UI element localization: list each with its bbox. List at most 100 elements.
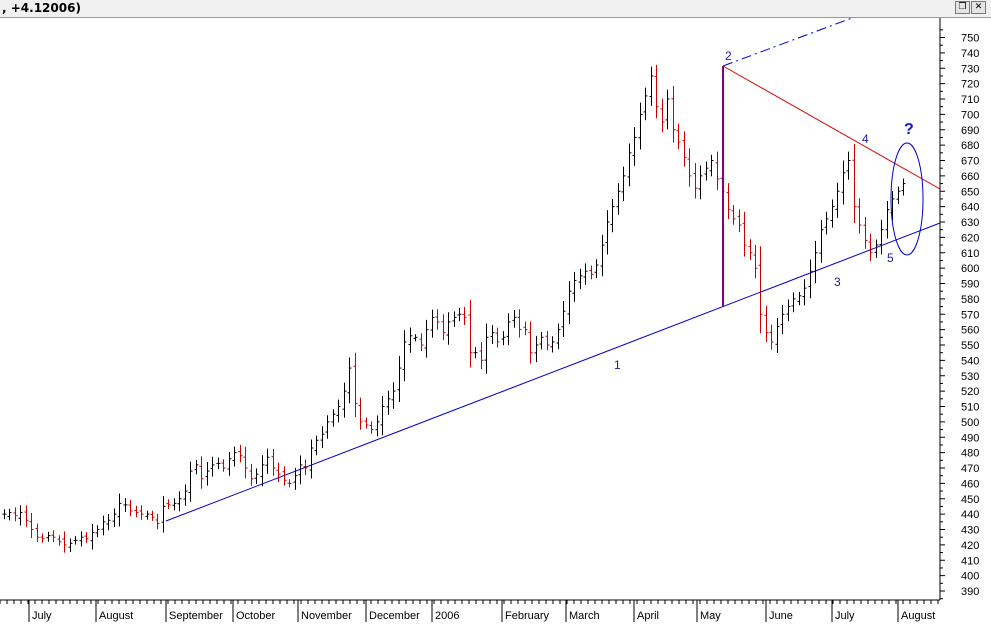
price-bar <box>29 512 34 539</box>
price-bar <box>490 325 495 344</box>
y-tick-label: 560 <box>961 325 979 337</box>
y-tick-label: 470 <box>961 463 979 475</box>
price-bar <box>578 268 583 290</box>
y-tick-label: 570 <box>961 309 979 321</box>
y-tick-label: 620 <box>961 232 979 244</box>
x-month-label: June <box>769 610 793 622</box>
price-bar <box>254 468 259 484</box>
x-axis: July August September October November Decemb… <box>0 599 940 622</box>
price-bar <box>413 334 418 342</box>
x-month-label: October <box>236 610 275 622</box>
price-bar <box>709 154 714 177</box>
price-bar <box>468 300 473 368</box>
y-tick-label: 580 <box>961 294 979 306</box>
y-tick-label: 400 <box>961 571 979 583</box>
price-bar <box>90 523 95 550</box>
price-bar <box>188 461 193 502</box>
price-bar <box>693 163 698 199</box>
y-tick-label: 710 <box>961 94 979 106</box>
breakout-ellipse <box>890 142 924 256</box>
price-bar <box>260 455 265 487</box>
y-tick-label: 720 <box>961 79 979 91</box>
price-bar <box>402 330 407 382</box>
price-bar <box>643 87 648 121</box>
price-bar <box>166 499 171 510</box>
price-bar <box>336 399 341 423</box>
price-bar <box>243 446 248 479</box>
price-bar <box>446 312 451 345</box>
price-bar <box>627 143 632 187</box>
price-bar <box>791 292 796 313</box>
wave-label-4: 4 <box>862 132 869 146</box>
price-bar <box>435 309 440 330</box>
y-tick-label: 650 <box>961 186 979 198</box>
price-bar <box>68 538 73 553</box>
y-tick-label: 640 <box>961 202 979 214</box>
y-tick-label: 630 <box>961 217 979 229</box>
price-bar <box>424 319 429 358</box>
price-bar <box>210 456 215 477</box>
price-bar <box>632 127 637 166</box>
price-bar <box>7 508 12 521</box>
price-bar <box>194 460 199 475</box>
price-bar <box>238 444 243 463</box>
price-bar <box>221 459 226 472</box>
price-bar <box>139 505 144 520</box>
y-tick-label: 540 <box>961 355 979 367</box>
price-bar <box>835 182 840 218</box>
price-bar <box>84 532 89 543</box>
y-tick-label: 690 <box>961 125 979 137</box>
price-bar <box>161 496 166 533</box>
x-month-label: July <box>32 610 52 622</box>
price-bar <box>550 336 555 353</box>
y-tick-label: 420 <box>961 540 979 552</box>
price-bar <box>462 306 467 326</box>
y-tick-label: 730 <box>961 63 979 75</box>
price-bar <box>501 331 506 346</box>
y-tick-label: 480 <box>961 448 979 460</box>
price-bar <box>419 333 424 352</box>
restore-button[interactable]: ❐ <box>955 1 970 14</box>
price-bar <box>199 456 204 489</box>
price-bar <box>764 305 769 343</box>
price-bar <box>654 64 659 119</box>
window-title: , +4.12006) <box>2 1 81 15</box>
price-bar <box>13 507 18 522</box>
price-bar <box>874 239 879 258</box>
y-tick-label: 660 <box>961 171 979 183</box>
price-bar <box>397 355 402 402</box>
price-bar <box>600 234 605 277</box>
window-titlebar: , +4.12006) ❐ ✕ <box>0 0 991 18</box>
price-bar <box>737 209 742 233</box>
y-tick-label: 680 <box>961 140 979 152</box>
price-bar <box>347 357 352 404</box>
price-bar <box>331 409 336 427</box>
price-bar <box>112 508 117 527</box>
price-bar <box>687 148 692 187</box>
price-bar <box>177 491 182 512</box>
price-bar <box>134 505 139 518</box>
price-bar <box>62 531 67 553</box>
price-bar <box>567 281 572 325</box>
price-bar <box>457 307 462 322</box>
price-bar <box>682 131 687 167</box>
price-bar <box>57 535 62 546</box>
y-tick-label: 390 <box>961 586 979 598</box>
price-bar <box>698 165 703 200</box>
price-bar <box>484 323 489 374</box>
price-bar <box>309 439 314 479</box>
x-month-label: August <box>901 610 935 622</box>
price-bar <box>901 178 906 196</box>
y-tick-label: 410 <box>961 555 979 567</box>
price-bar <box>616 183 621 215</box>
close-button[interactable]: ✕ <box>971 1 986 14</box>
y-tick-label: 510 <box>961 402 979 414</box>
price-bar <box>369 421 374 434</box>
y-tick-label: 700 <box>961 109 979 121</box>
price-bar <box>660 98 665 133</box>
price-bar <box>287 479 292 488</box>
support-trendline <box>165 222 941 522</box>
price-bar <box>539 331 544 350</box>
price-bar <box>841 160 846 205</box>
